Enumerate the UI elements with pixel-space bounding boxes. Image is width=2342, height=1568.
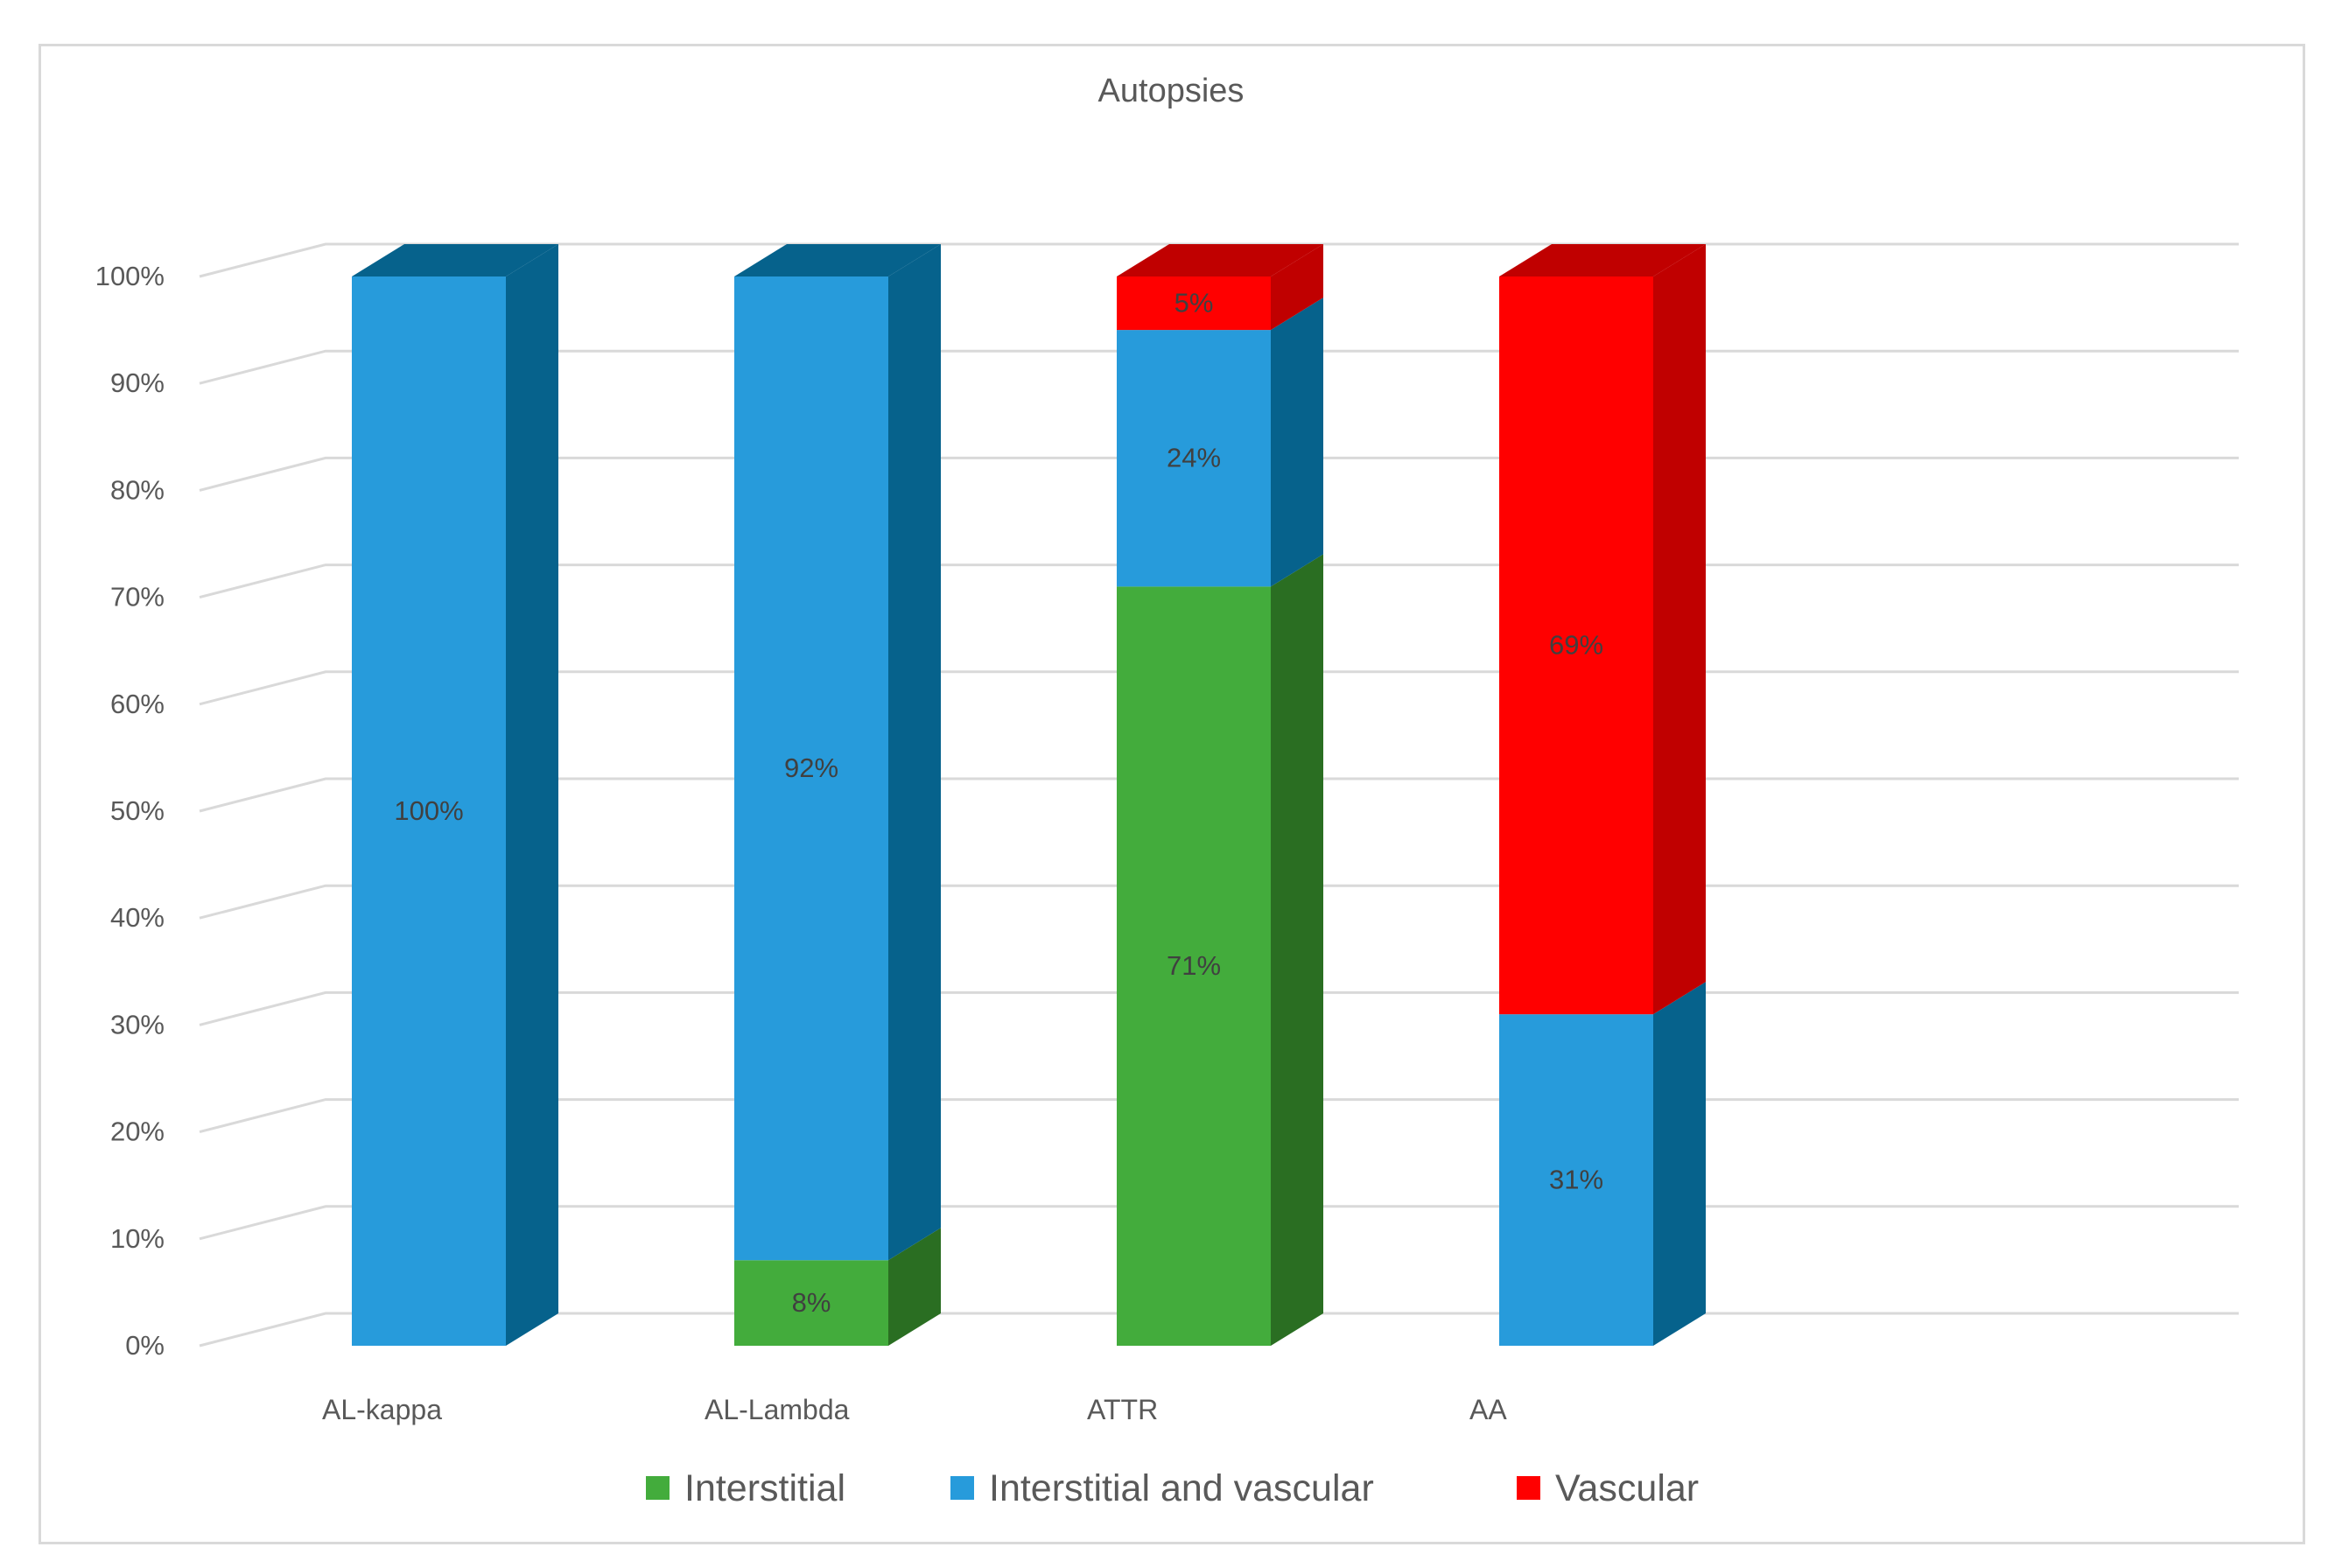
data-label: 100%	[394, 795, 463, 826]
chart-title: Autopsies	[1098, 73, 1245, 109]
legend-item-interstitial: Interstitial	[646, 1467, 845, 1509]
y-tick-label: 30%	[110, 1009, 165, 1040]
bar-top	[352, 244, 558, 276]
data-label: 8%	[792, 1287, 831, 1318]
y-tick-label: 70%	[110, 582, 165, 612]
bar-side	[1653, 982, 1706, 1346]
x-category-label: AA	[1469, 1394, 1507, 1425]
bars	[352, 244, 1706, 1346]
y-tick-label: 0%	[125, 1330, 165, 1361]
bar-side	[506, 244, 558, 1346]
data-label: 5%	[1175, 288, 1214, 318]
data-label: 69%	[1549, 630, 1603, 661]
bar-segment-aa-interstitial-and-vascular	[1499, 982, 1706, 1346]
bar-front	[1499, 276, 1653, 1015]
bar-top	[734, 244, 941, 276]
bar-front	[1117, 330, 1271, 587]
bar-side	[1653, 244, 1706, 1015]
legend-item-interstitial-and-vascular: Interstitial and vascular	[950, 1467, 1374, 1509]
legend-item-vascular: Vascular	[1517, 1467, 1699, 1509]
y-tick-label: 60%	[110, 689, 165, 719]
bar-segment-attr-vascular	[1117, 244, 1323, 331]
legend-swatch	[1517, 1476, 1540, 1500]
x-category-label: AL-Lambda	[705, 1394, 850, 1425]
bar-side	[1271, 244, 1323, 331]
bar-segment-attr-interstitial	[1117, 554, 1323, 1346]
bar-segment-al-lambda-interstitial-and-vascular	[734, 244, 941, 1261]
bar-front	[734, 276, 888, 1261]
bar-front	[1499, 1014, 1653, 1346]
x-category-label: AL-kappa	[322, 1394, 442, 1425]
legend-swatch	[646, 1476, 670, 1500]
y-tick-label: 80%	[110, 474, 165, 505]
bar-side	[888, 1228, 941, 1346]
y-tick-label: 10%	[110, 1223, 165, 1254]
bar-side	[888, 244, 941, 1261]
legend: Interstitial Interstitial and vascular Vas…	[646, 1467, 1699, 1509]
bar-segment-al-lambda-interstitial	[734, 1228, 941, 1346]
legend-label: Interstitial and vascular	[989, 1467, 1374, 1509]
data-label: 92%	[784, 752, 838, 783]
bar-front	[734, 1260, 888, 1346]
y-tick-label: 90%	[110, 368, 165, 398]
legend-label: Interstitial	[684, 1467, 845, 1509]
legend-label: Vascular	[1555, 1467, 1699, 1509]
bar-segment-al-kappa-interstitial-and-vascular	[352, 244, 558, 1346]
y-axis-tick-labels: 0% 10% 20% 30% 40% 50% 60% 70% 80% 90% 100%	[95, 261, 165, 1361]
y-tick-label: 100%	[95, 261, 165, 291]
data-label: 31%	[1549, 1165, 1603, 1195]
x-axis-category-labels: AL-kappa AL-Lambda ATTR AA	[322, 1394, 1507, 1425]
bar-side	[1271, 554, 1323, 1346]
y-tick-label: 50%	[110, 795, 165, 826]
bar-top	[1499, 244, 1706, 276]
bar-front	[352, 276, 506, 1346]
data-label: 24%	[1167, 443, 1221, 473]
y-tick-label: 20%	[110, 1116, 165, 1147]
bar-front	[1117, 276, 1271, 331]
bar-front	[1117, 586, 1271, 1346]
x-category-label: ATTR	[1087, 1394, 1158, 1425]
bar-top	[1117, 244, 1323, 276]
legend-swatch	[950, 1476, 974, 1500]
data-labels: 100% 8% 92% 71% 24% 5% 31% 69%	[394, 288, 1603, 1319]
bar-side	[1271, 298, 1323, 587]
data-label: 71%	[1167, 950, 1221, 981]
y-tick-label: 40%	[110, 902, 165, 933]
bar-segment-attr-interstitial-and-vascular	[1117, 298, 1323, 587]
bar-segment-aa-vascular	[1499, 244, 1706, 1015]
